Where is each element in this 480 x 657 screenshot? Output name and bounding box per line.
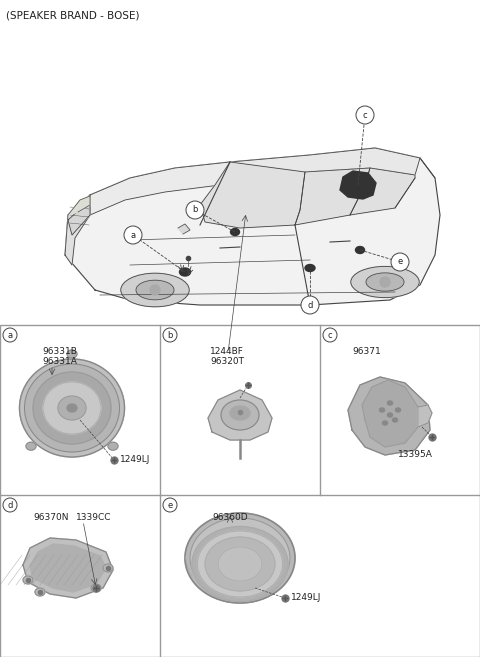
Circle shape	[380, 277, 390, 287]
Ellipse shape	[35, 588, 45, 596]
Ellipse shape	[190, 518, 290, 598]
Ellipse shape	[387, 413, 393, 417]
Ellipse shape	[356, 246, 364, 254]
Text: 1249LJ: 1249LJ	[120, 455, 150, 464]
Ellipse shape	[218, 547, 262, 581]
Ellipse shape	[380, 408, 384, 412]
Ellipse shape	[23, 576, 33, 584]
Ellipse shape	[20, 359, 124, 457]
Polygon shape	[178, 224, 190, 234]
Text: (SPEAKER BRAND - BOSE): (SPEAKER BRAND - BOSE)	[6, 10, 140, 20]
Text: 96370N: 96370N	[33, 513, 69, 522]
Polygon shape	[68, 196, 90, 215]
Ellipse shape	[351, 266, 419, 298]
Polygon shape	[65, 195, 90, 265]
Text: 96320T: 96320T	[210, 357, 244, 366]
Ellipse shape	[305, 265, 315, 271]
Ellipse shape	[192, 526, 288, 602]
Ellipse shape	[393, 418, 397, 422]
Polygon shape	[350, 168, 415, 215]
Text: 1244BF: 1244BF	[210, 347, 244, 356]
Ellipse shape	[230, 229, 240, 235]
Ellipse shape	[136, 280, 174, 300]
Ellipse shape	[43, 382, 101, 434]
Text: e: e	[397, 258, 403, 267]
Circle shape	[124, 226, 142, 244]
Ellipse shape	[221, 400, 259, 430]
Text: d: d	[307, 300, 312, 309]
Circle shape	[301, 296, 319, 314]
Ellipse shape	[67, 350, 77, 358]
Polygon shape	[418, 405, 432, 427]
Ellipse shape	[197, 531, 283, 597]
Ellipse shape	[180, 268, 191, 276]
Polygon shape	[23, 538, 113, 598]
Text: 96360D: 96360D	[212, 513, 248, 522]
Bar	[0, 325, 480, 657]
Ellipse shape	[121, 273, 189, 307]
Polygon shape	[90, 162, 230, 215]
Polygon shape	[348, 377, 430, 455]
Text: b: b	[168, 330, 173, 340]
Text: 96331A: 96331A	[42, 357, 77, 366]
Ellipse shape	[33, 372, 111, 444]
Ellipse shape	[103, 564, 113, 572]
Text: c: c	[363, 110, 367, 120]
Ellipse shape	[387, 401, 393, 405]
Text: 96371: 96371	[352, 347, 381, 356]
Ellipse shape	[91, 584, 101, 592]
Text: d: d	[7, 501, 12, 509]
Circle shape	[391, 253, 409, 271]
Text: a: a	[7, 330, 12, 340]
Text: 1339CC: 1339CC	[76, 513, 111, 522]
Ellipse shape	[205, 537, 275, 591]
Polygon shape	[340, 171, 376, 199]
Circle shape	[186, 201, 204, 219]
Text: c: c	[328, 330, 332, 340]
Ellipse shape	[58, 396, 86, 420]
Text: 1249LJ: 1249LJ	[291, 593, 322, 602]
Ellipse shape	[366, 273, 404, 291]
Text: e: e	[168, 501, 173, 509]
Polygon shape	[200, 162, 305, 228]
Polygon shape	[295, 168, 370, 225]
Ellipse shape	[230, 406, 250, 420]
Ellipse shape	[396, 408, 400, 412]
Circle shape	[163, 498, 177, 512]
Text: b: b	[192, 206, 198, 214]
Ellipse shape	[108, 442, 118, 450]
Ellipse shape	[383, 421, 387, 425]
Circle shape	[150, 285, 160, 295]
Text: a: a	[131, 231, 135, 240]
Ellipse shape	[185, 513, 295, 603]
Circle shape	[3, 328, 17, 342]
Text: 96331B: 96331B	[42, 347, 77, 356]
Ellipse shape	[24, 364, 120, 452]
Polygon shape	[65, 148, 440, 305]
Text: 13395A: 13395A	[398, 450, 433, 459]
Polygon shape	[208, 390, 272, 440]
Polygon shape	[230, 148, 420, 182]
Ellipse shape	[26, 442, 36, 450]
Polygon shape	[68, 200, 90, 235]
Circle shape	[163, 328, 177, 342]
Polygon shape	[30, 544, 106, 592]
Circle shape	[356, 106, 374, 124]
Polygon shape	[362, 380, 418, 447]
Circle shape	[323, 328, 337, 342]
Circle shape	[3, 498, 17, 512]
Ellipse shape	[67, 404, 77, 412]
